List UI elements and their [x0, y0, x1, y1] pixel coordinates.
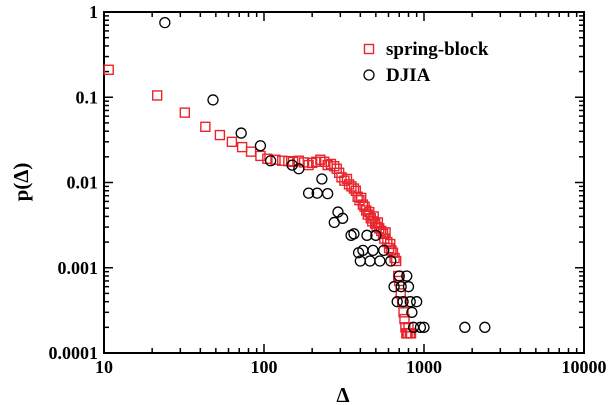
x-tick-label: 10 [95, 357, 113, 377]
data-point [386, 245, 397, 256]
data-point [302, 187, 315, 199]
y-axis-title: p(Δ) [9, 163, 33, 202]
data-point [226, 136, 238, 148]
legend: spring-block DJIA [363, 39, 489, 86]
data-point [348, 183, 360, 194]
data-point [236, 141, 248, 153]
data-point [479, 321, 491, 333]
data-point [235, 127, 247, 139]
data-point [286, 159, 298, 171]
data-point [270, 154, 281, 165]
data-point [390, 255, 402, 267]
data-point [397, 296, 409, 308]
data-point [385, 255, 397, 267]
data-point [179, 107, 191, 118]
y-tick-label: 0.1 [76, 87, 99, 107]
y-tick-label: 0.001 [58, 258, 99, 278]
data-point [303, 159, 314, 171]
data-point [352, 191, 363, 202]
legend-marker [363, 69, 375, 81]
data-point [389, 252, 400, 264]
data-point [293, 163, 305, 175]
data-point [418, 321, 430, 333]
data-point [336, 212, 349, 224]
data-point [374, 255, 386, 267]
data-point [254, 140, 267, 152]
data-point [459, 321, 471, 333]
ticks [103, 11, 585, 354]
series-djia [159, 17, 491, 333]
x-tick-label: 1000 [406, 357, 442, 377]
data-point [262, 153, 273, 164]
series-spring-block [103, 64, 417, 339]
data-point [357, 199, 369, 210]
data-point [159, 17, 171, 29]
data-point [245, 146, 257, 157]
data-point [255, 150, 266, 162]
data-point [316, 173, 328, 185]
data-point [398, 307, 409, 318]
data-point [264, 155, 277, 167]
data-point [395, 281, 407, 293]
data-point [378, 244, 390, 256]
data-point [277, 155, 288, 166]
data-point [403, 322, 414, 333]
data-point [103, 64, 114, 75]
data-point [411, 296, 423, 308]
data-point [322, 187, 334, 200]
y-tick-label: 0.01 [67, 173, 99, 193]
data-point [404, 296, 416, 308]
x-axis-title: Δ [336, 383, 349, 405]
data-point [364, 255, 376, 267]
data-point [391, 296, 403, 308]
data-point [401, 270, 413, 282]
x-tick-label: 100 [251, 357, 278, 377]
data-point [319, 156, 330, 167]
data-point [405, 328, 417, 339]
y-tick-label: 0.0001 [49, 343, 99, 363]
x-tick-label: 10000 [562, 357, 607, 377]
data-point [414, 321, 427, 333]
data-point [336, 172, 347, 183]
data-point [370, 229, 382, 241]
data-point [406, 306, 418, 318]
data-point [380, 227, 391, 238]
data-points [103, 17, 491, 339]
data-point [200, 121, 211, 133]
data-point [214, 129, 226, 141]
data-point [361, 229, 373, 241]
tick-labels: 10 100 1000 10000 0.0001 0.001 0.01 0.1 1 [49, 2, 607, 377]
legend-label: spring-block [386, 39, 489, 60]
legend-label: DJIA [386, 65, 431, 86]
data-point [348, 228, 360, 240]
data-point [151, 90, 163, 101]
data-point [402, 281, 415, 293]
data-point [367, 244, 379, 256]
data-point [393, 270, 405, 282]
data-point [207, 94, 219, 106]
y-tick-label: 1 [89, 2, 98, 22]
legend-marker [363, 43, 375, 55]
data-point [388, 281, 400, 293]
